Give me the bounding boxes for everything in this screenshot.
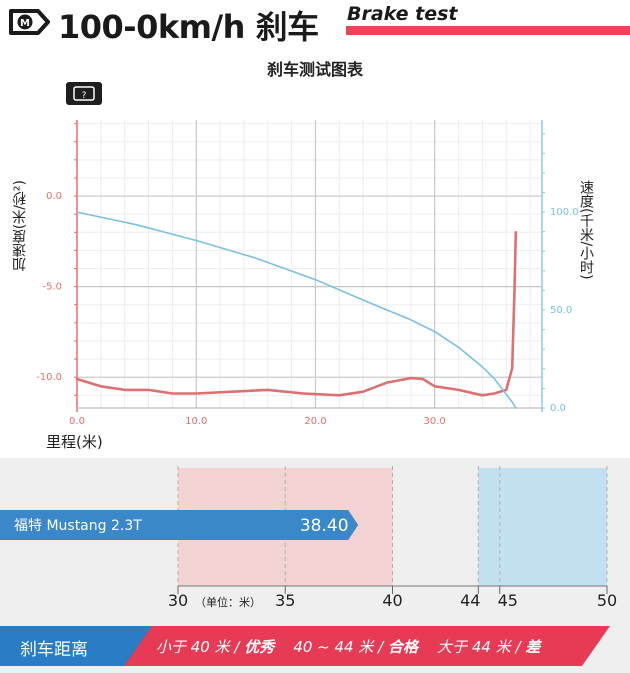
y-axis-left-label: 加速度(米/秒²) — [12, 180, 28, 272]
y-right-tick-label: 50.0 — [550, 305, 572, 316]
y-left-tick-label: -5.0 — [42, 282, 62, 293]
distance-tick-label: 44 — [460, 591, 481, 610]
rating-zone — [392, 468, 479, 586]
distance-tick-label: 50 — [596, 591, 618, 610]
x-tick-label: 0.0 — [69, 416, 85, 427]
distance-unit-label: （单位：米） — [195, 596, 261, 609]
distance-tick-label: 35 — [275, 591, 296, 610]
svg-text:?: ? — [82, 91, 87, 101]
y-axis-left-label-box: 加速度(米/秒²) — [10, 180, 40, 320]
y-left-tick-label: 0.0 — [46, 191, 62, 202]
rating-label: 刹车距离 — [20, 640, 88, 660]
y-right-tick-label: 0.0 — [550, 403, 566, 414]
rating-zone — [478, 468, 607, 586]
brake-chart: ? 0.0 10.0 20.0 30.0 0.0 -5.0 -10.0 100.0 50.0 0.0 — [36, 82, 579, 427]
x-tick-label: 20.0 — [304, 416, 326, 427]
value-label: 38.40 — [300, 516, 349, 536]
logo-letter: M — [20, 18, 30, 29]
rating-label-block: 刹车距离 — [0, 626, 152, 666]
english-title: Brake test — [347, 3, 464, 25]
chart-toolbar-icon: ? — [66, 82, 102, 105]
x-tick-label: 30.0 — [424, 416, 446, 427]
y-axis-right-label: 速度(千米/小时) — [578, 180, 594, 280]
major-grid — [77, 120, 542, 408]
x-tick-label: 10.0 — [185, 416, 207, 427]
range-pass: 40 ~ 44 米 / — [293, 638, 388, 656]
x-axis-label: 里程(米) — [46, 433, 103, 451]
title-red-band — [346, 26, 630, 35]
y-right-tick-label: 100.0 — [550, 207, 579, 218]
distance-compare-chart: 福特 Mustang 2.3T 38.40 — [0, 466, 608, 594]
distance-tick-label: 40 — [382, 591, 403, 610]
product-name: 福特 Mustang 2.3T — [14, 518, 142, 534]
page-title: 100-0km/h 刹车 — [58, 8, 319, 46]
rating-criteria-block — [124, 626, 610, 666]
value-bar — [0, 510, 359, 540]
y-left-tick-label: -10.0 — [36, 372, 62, 383]
speed-series-line — [76, 211, 517, 409]
y-axis-right-label-box: 速度(千米/小时) — [576, 180, 606, 320]
chart-title: 刹车测试图表 — [266, 60, 363, 79]
grade-poor: 差 — [525, 638, 541, 656]
minor-grid — [77, 120, 542, 408]
range-poor: 大于 44 米 / — [437, 638, 526, 656]
distance-tick-label: 45 — [497, 591, 518, 610]
grade-pass: 合格 — [387, 638, 418, 656]
range-excellent: 小于 40 米 / — [156, 638, 245, 656]
logo-icon: M — [9, 9, 50, 35]
rating-criteria: 小于 40 米 / 优秀 40 ~ 44 米 / 合格 大于 44 米 / 差 — [156, 636, 540, 657]
distance-tick-label: 30 — [167, 591, 189, 610]
page-header: M 100-0km/h 刹车 Brake test — [0, 0, 630, 46]
rating-legend: 刹车距离 小于 40 米 / 优秀 40 ~ 44 米 / 合格 大于 44 米… — [0, 626, 630, 666]
grade-excellent: 优秀 — [244, 638, 275, 656]
acceleration-series-line — [75, 231, 518, 397]
